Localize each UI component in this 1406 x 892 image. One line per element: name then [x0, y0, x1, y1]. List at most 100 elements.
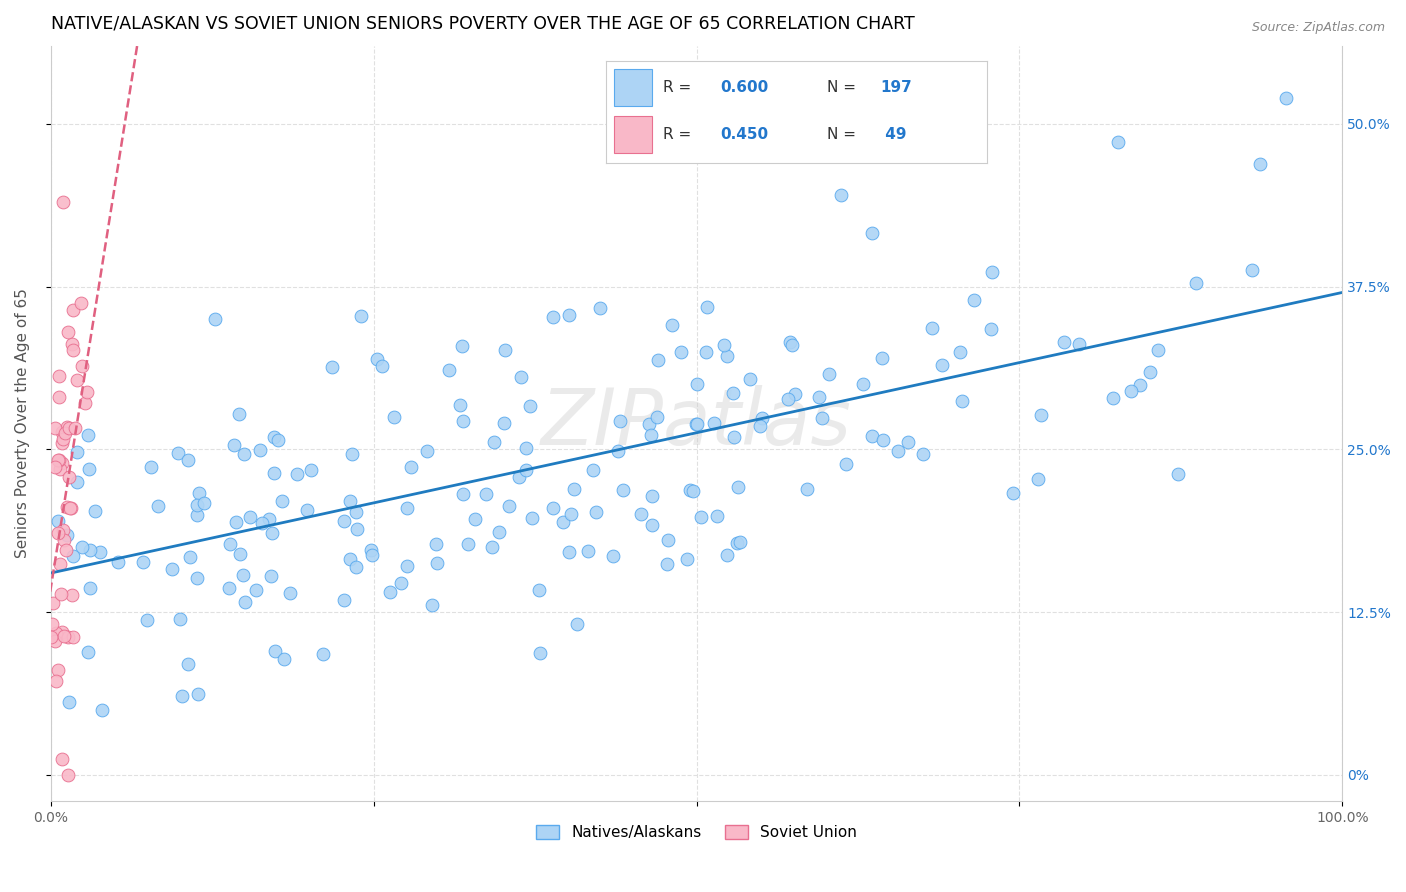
- Point: [360, 543, 382, 558]
- Point: [931, 359, 953, 373]
- Point: [44, 459, 66, 474]
- Point: [676, 551, 699, 566]
- Point: [41, 617, 63, 632]
- Point: [1029, 408, 1052, 422]
- Point: [77, 461, 100, 475]
- Point: [706, 508, 728, 523]
- Point: [312, 647, 335, 661]
- Point: [77, 645, 100, 659]
- Point: [51, 425, 73, 439]
- Point: [342, 447, 364, 461]
- Point: [519, 399, 541, 413]
- Point: [245, 582, 267, 597]
- Point: [981, 265, 1004, 279]
- Point: [562, 482, 585, 496]
- Point: [48, 453, 70, 467]
- Point: [172, 690, 194, 704]
- Point: [53, 533, 76, 548]
- Point: [179, 550, 201, 565]
- Point: [738, 371, 761, 385]
- Point: [522, 511, 544, 525]
- Point: [267, 434, 290, 448]
- Point: [136, 613, 159, 627]
- Point: [612, 483, 634, 498]
- Point: [52, 432, 75, 446]
- Point: [723, 430, 745, 444]
- Point: [723, 386, 745, 401]
- Point: [70, 540, 93, 554]
- Point: [727, 480, 749, 494]
- Point: [696, 300, 718, 314]
- Point: [321, 360, 343, 375]
- Point: [46, 514, 69, 528]
- Point: [1139, 365, 1161, 379]
- Point: [686, 376, 709, 391]
- Point: [382, 410, 405, 425]
- Point: [492, 416, 515, 430]
- Point: [1275, 91, 1298, 105]
- Point: [250, 516, 273, 531]
- Point: [55, 542, 77, 557]
- Point: [1067, 337, 1090, 351]
- Point: [647, 352, 669, 367]
- Point: [830, 187, 852, 202]
- Point: [963, 293, 986, 307]
- Text: NATIVE/ALASKAN VS SOVIET UNION SENIORS POVERTY OVER THE AGE OF 65 CORRELATION CH: NATIVE/ALASKAN VS SOVIET UNION SENIORS P…: [51, 15, 914, 33]
- Point: [541, 310, 564, 324]
- Point: [187, 686, 209, 700]
- Point: [55, 500, 77, 515]
- Point: [860, 428, 883, 442]
- Point: [695, 344, 717, 359]
- Point: [655, 557, 678, 571]
- Point: [661, 318, 683, 333]
- Point: [725, 535, 748, 549]
- Point: [257, 512, 280, 526]
- Point: [41, 630, 63, 644]
- Point: [453, 487, 475, 501]
- Point: [48, 390, 70, 404]
- Point: [146, 499, 169, 513]
- Point: [53, 425, 76, 440]
- Point: [66, 445, 89, 459]
- Point: [49, 461, 72, 475]
- Point: [685, 417, 707, 431]
- Point: [488, 524, 510, 539]
- Point: [361, 548, 384, 562]
- Point: [70, 296, 93, 310]
- Point: [295, 502, 318, 516]
- Point: [1119, 384, 1142, 398]
- Point: [640, 428, 662, 442]
- Point: [785, 387, 807, 401]
- Point: [62, 630, 84, 644]
- Point: [193, 495, 215, 509]
- Point: [186, 499, 208, 513]
- Point: [333, 593, 356, 607]
- Point: [51, 436, 73, 450]
- Point: [576, 543, 599, 558]
- Point: [796, 483, 818, 497]
- Point: [60, 588, 83, 602]
- Point: [475, 487, 498, 501]
- Point: [339, 552, 361, 566]
- Point: [332, 514, 354, 528]
- Point: [912, 447, 935, 461]
- Point: [679, 483, 702, 498]
- Point: [285, 467, 308, 481]
- Point: [46, 453, 69, 467]
- Point: [395, 558, 418, 573]
- Point: [541, 501, 564, 516]
- Point: [77, 428, 100, 442]
- Point: [49, 557, 72, 571]
- Point: [62, 549, 84, 564]
- Point: [228, 407, 250, 421]
- Point: [872, 434, 894, 448]
- Point: [260, 526, 283, 541]
- Point: [1101, 391, 1123, 405]
- Point: [366, 352, 388, 367]
- Point: [508, 470, 530, 484]
- Point: [51, 625, 73, 640]
- Point: [529, 646, 551, 660]
- Point: [59, 501, 82, 516]
- Point: [186, 508, 208, 522]
- Point: [89, 545, 111, 559]
